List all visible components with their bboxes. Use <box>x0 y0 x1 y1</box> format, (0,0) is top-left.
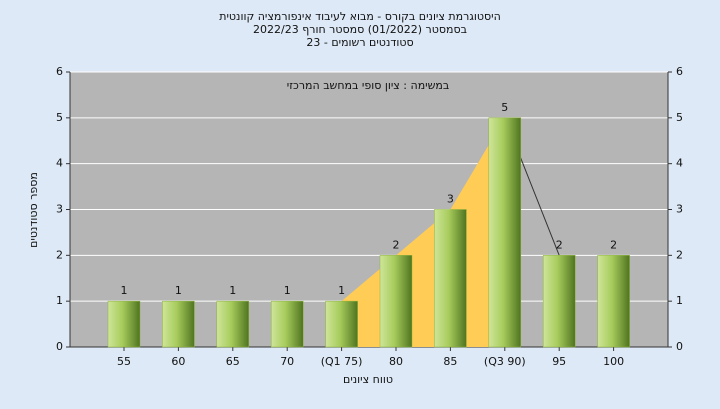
y2-tick-label: 3 <box>676 203 683 216</box>
value-label: 5 <box>501 101 508 114</box>
bar <box>107 300 141 348</box>
x-tick-label: (Q1 75) <box>321 355 363 368</box>
y2-tick-label: 4 <box>676 157 683 170</box>
bar <box>488 117 522 348</box>
chart-title: היסטוגרמת ציונים בקורס - מבוא לעיבוד אינ… <box>219 10 501 23</box>
bar <box>270 300 304 348</box>
y2-tick-label: 1 <box>676 294 683 307</box>
y-tick-label: 0 <box>56 340 63 353</box>
bar <box>162 300 195 348</box>
value-label: 2 <box>556 238 563 251</box>
y2-tick-label: 2 <box>676 248 683 261</box>
y2-tick-label: 5 <box>676 111 683 124</box>
value-label: 1 <box>175 284 182 297</box>
bar <box>379 255 413 348</box>
y-tick-label: 1 <box>56 294 63 307</box>
value-label: 1 <box>338 284 345 297</box>
annotation: במשימה : ציון סופי במחשב המרכזי <box>287 79 450 92</box>
chart-subtitle: סטודנטים רשומים - 23 <box>306 36 413 49</box>
y-tick-label: 2 <box>56 248 63 261</box>
y-tick-label: 5 <box>56 111 63 124</box>
x-tick-label: 70 <box>280 355 294 368</box>
value-label: 1 <box>284 284 291 297</box>
bar <box>434 209 467 348</box>
x-axis-label: טווח ציונים <box>343 373 393 386</box>
value-label: 2 <box>393 238 400 251</box>
x-tick-label: (Q3 90) <box>484 355 526 368</box>
x-tick-label: 65 <box>226 355 240 368</box>
value-label: 1 <box>229 284 236 297</box>
value-label: 1 <box>121 284 128 297</box>
value-label: 3 <box>447 193 454 206</box>
y-axis-label: מספר סטודנטים <box>27 172 40 248</box>
bar <box>597 255 630 348</box>
bar <box>216 300 250 348</box>
x-tick-label: 60 <box>171 355 185 368</box>
chart-subtitle: בסמסטר (01/2022) סמסטר חורף 2022/23 <box>253 23 467 36</box>
x-tick-label: 85 <box>443 355 457 368</box>
bar <box>325 300 358 348</box>
y2-tick-label: 0 <box>676 340 683 353</box>
x-tick-label: 55 <box>117 355 131 368</box>
y2-tick-label: 6 <box>676 65 683 78</box>
bar <box>542 255 576 348</box>
x-tick-label: 100 <box>603 355 624 368</box>
value-label: 2 <box>610 238 617 251</box>
x-tick-label: 95 <box>552 355 566 368</box>
y-tick-label: 4 <box>56 157 63 170</box>
y-tick-label: 6 <box>56 65 63 78</box>
y-tick-label: 3 <box>56 203 63 216</box>
x-tick-label: 80 <box>389 355 403 368</box>
